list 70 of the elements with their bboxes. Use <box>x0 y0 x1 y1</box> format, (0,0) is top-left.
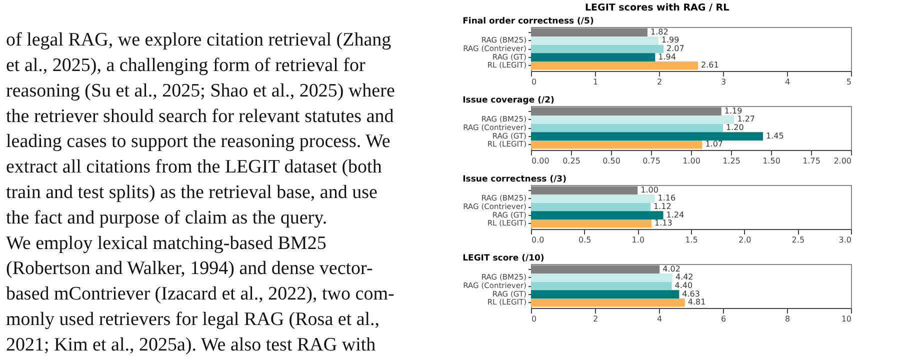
data-label: 1.00 <box>640 185 658 194</box>
x-tick-label: 0.25 <box>562 156 580 166</box>
data-label: 1.12 <box>653 202 672 211</box>
data-label: 2.61 <box>701 60 719 70</box>
text: reasoning (Su et al., 2025; Shao et al., 2025) where <box>6 80 395 102</box>
text: the retriever should search for relevant statutes and <box>6 106 394 127</box>
x-tick-label: 10 <box>841 314 852 324</box>
data-label: 4.40 <box>674 281 693 290</box>
x-tick-label: 3.0 <box>838 236 852 244</box>
x-tick-label: 4 <box>656 314 662 324</box>
x-tick-label: 3 <box>720 78 726 86</box>
data-label: 1.07 <box>705 140 724 149</box>
x-tick-label: 0.0 <box>532 236 544 244</box>
bar <box>531 298 685 307</box>
x-tick-label: 1.5 <box>685 236 698 244</box>
text: et al., 2025), a challenging form of retrieval for <box>6 55 366 76</box>
data-label: 1.24 <box>666 210 684 220</box>
bar <box>531 290 680 298</box>
text: the fact and purpose of claim as the query. <box>6 207 328 228</box>
text: based mContriever (Izacard et al., 2022), two com- <box>6 284 394 305</box>
data-label: 4.63 <box>682 289 700 298</box>
x-tick-label: 2 <box>656 78 662 86</box>
text: extract all citations from the LEGIT dataset (both <box>6 156 382 178</box>
x-tick-label: 1 <box>592 78 598 86</box>
x-tick-label: 2.00 <box>834 156 852 166</box>
x-tick-label: 1.75 <box>802 156 820 166</box>
data-label: 4.81 <box>688 298 706 307</box>
chart-title: Issue correctness (/3) <box>462 174 567 184</box>
data-label: 1.45 <box>766 131 784 140</box>
x-tick-label: 1.50 <box>762 156 780 166</box>
data-label: 1.16 <box>658 194 676 203</box>
x-tick-label: 0.5 <box>578 236 592 244</box>
data-label: 1.13 <box>654 218 672 228</box>
chart-subtitle: Final order correctness (/5) <box>462 16 594 26</box>
x-tick-label: 4 <box>784 78 790 86</box>
data-label: 1.99 <box>661 36 680 45</box>
x-tick-label: 8 <box>784 314 790 324</box>
x-tick-label: 2.5 <box>792 236 805 244</box>
chart-title: LEGIT score (/10) <box>462 254 544 264</box>
text: We employ lexical matching-based BM25 <box>6 232 326 254</box>
text: train and test splits) as the retrieval base, and use <box>6 182 378 203</box>
text: (Robertson and Walker, 1994) and dense vector- <box>6 258 373 280</box>
data-label: 1.94 <box>658 52 676 62</box>
data-label: 4.02 <box>662 264 680 274</box>
bar <box>531 274 672 282</box>
x-tick-label: 0.00 <box>532 156 550 166</box>
x-tick-label: 6 <box>720 314 726 324</box>
data-label: 1.19 <box>724 106 742 116</box>
text: leading cases to support the reasoning process. We <box>6 131 390 152</box>
text: 2021; Kim et al., 2025a). We also test RAG with <box>6 334 376 356</box>
x-tick-label: 1.0 <box>632 236 645 244</box>
chart-title: Issue coverage (/2) <box>462 96 554 106</box>
x-tick-label: 2.0 <box>738 236 752 244</box>
x-tick-label: 0.75 <box>642 156 660 166</box>
text: of legal RAG, we explore citation retrieval (Zhang <box>6 30 392 51</box>
x-tick-label: 1.00 <box>682 156 700 166</box>
data-label: 2.07 <box>666 44 684 53</box>
chart-title: LEGIT scores with RAG / RL <box>584 2 730 14</box>
data-label: 1.20 <box>726 123 744 132</box>
x-tick-label: 1.25 <box>722 156 740 166</box>
x-tick-label: 5 <box>846 78 852 86</box>
x-tick-label: 0 <box>532 78 537 86</box>
x-tick-label: 0 <box>532 314 537 324</box>
data-label: 1.27 <box>737 114 756 124</box>
text: monly used retrievers for legal RAG (Rosa et al., <box>6 308 380 330</box>
x-tick-label: 0.50 <box>602 156 620 166</box>
data-label: 4.42 <box>675 272 694 282</box>
data-label: 1.82 <box>650 27 668 36</box>
bar <box>531 282 672 290</box>
x-tick-label: 2 <box>592 314 598 324</box>
